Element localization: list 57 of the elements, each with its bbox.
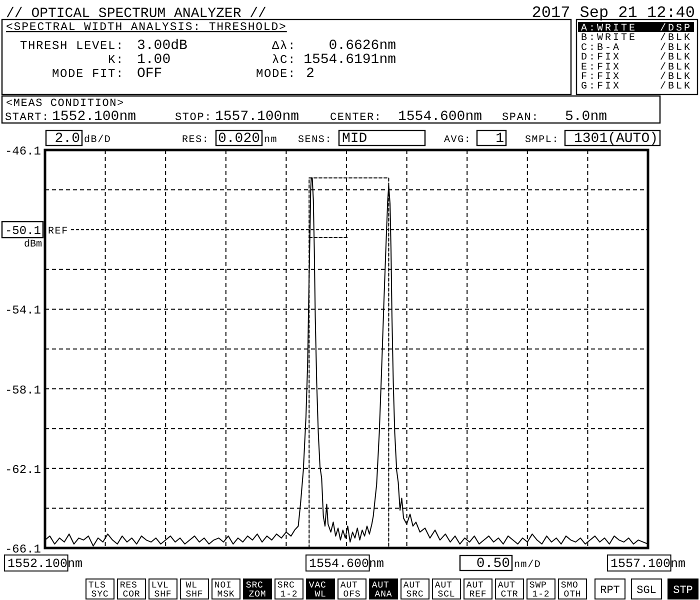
y-tick-label: -46.1 xyxy=(4,144,41,158)
text: 0.50 xyxy=(476,556,510,572)
text: RPT xyxy=(600,585,620,597)
text: /BLK xyxy=(660,80,692,93)
text: STP xyxy=(673,585,694,597)
text: 2 xyxy=(306,66,314,82)
text: 1557.100nm xyxy=(215,109,300,125)
text: 1554.6191nm xyxy=(304,52,396,68)
text: RES: xyxy=(182,135,210,146)
y-tick-label: -62.1 xyxy=(4,462,41,477)
text: B:WRITE xyxy=(581,33,638,44)
text: G:FIX xyxy=(581,82,622,93)
text: SENS: xyxy=(298,135,332,146)
text: 1301(AUTO) xyxy=(574,131,658,147)
text: E:FIX xyxy=(581,62,622,74)
text: 3.00dB xyxy=(137,38,188,54)
text: <SPECTRAL WIDTH ANALYSIS: THRESHOLD> xyxy=(6,21,287,34)
text: F:FIX xyxy=(581,72,622,83)
text: CENTER: xyxy=(330,112,382,124)
text: SPAN: xyxy=(502,112,540,124)
text: 2017 Sep 21 12:40 xyxy=(532,4,695,22)
text: SMPL: xyxy=(525,135,560,146)
text: MODE: xyxy=(256,67,296,81)
text: STOP: xyxy=(175,112,212,124)
text: MID xyxy=(342,131,368,147)
text: D:FIX xyxy=(581,52,622,64)
text: OFF xyxy=(137,66,162,82)
y-tick-label: -66.1 xyxy=(4,542,41,556)
text: A:WRITE xyxy=(581,24,638,34)
text: START: xyxy=(5,112,50,124)
text: 0.6626nm xyxy=(328,38,396,54)
chart-title: // OPTICAL SPECTRUM ANALYZER // xyxy=(6,6,266,22)
y-tick-label: -58.1 xyxy=(4,383,41,398)
text: WL SHF xyxy=(186,580,204,600)
text: 1554.600nm xyxy=(398,109,482,125)
text: dB/D xyxy=(84,134,112,146)
text: MODE FIT: xyxy=(52,67,124,81)
text: 5.0nm xyxy=(565,109,608,125)
text: 0.020 xyxy=(218,131,260,147)
text: 1 xyxy=(496,131,504,147)
text: SGL xyxy=(636,585,656,597)
text: Δλ: xyxy=(272,39,296,53)
ref-line-label: REF xyxy=(48,226,68,238)
text: C:B-A xyxy=(581,42,622,54)
text: THRESH LEVEL: xyxy=(20,39,124,53)
text: AVG: xyxy=(444,135,472,146)
text: K: xyxy=(108,53,124,67)
text: λC: xyxy=(272,53,296,67)
text: 1552.100nm xyxy=(52,109,136,125)
text: nm/D xyxy=(514,559,542,571)
text: <MEAS CONDITION> xyxy=(6,98,124,110)
text: 1.00 xyxy=(137,52,171,68)
y-tick-label: -54.1 xyxy=(4,304,41,318)
y-axis-title: dBm xyxy=(24,238,42,251)
text: nm xyxy=(264,135,278,146)
text: 2.0 xyxy=(54,131,80,147)
y-tick-label: -50.1 xyxy=(4,224,41,238)
